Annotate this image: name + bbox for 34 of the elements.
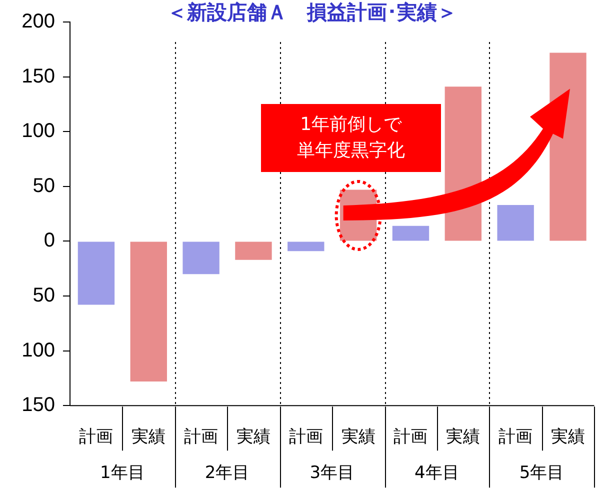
y-tick-label: 150 (22, 394, 55, 416)
x-tick-label: 計画 (394, 427, 428, 448)
text: 2年目 (204, 463, 250, 484)
y-tick-label: 50 (32, 284, 55, 307)
text: 5年目 (519, 463, 564, 484)
y-tick-label: 100 (22, 339, 55, 362)
y-tick-label: 200 (22, 10, 55, 33)
text: 4年目 (414, 463, 460, 484)
x-tick-label: 実績 (236, 427, 270, 448)
bar (130, 242, 167, 382)
y-tick-label: 0 (44, 230, 55, 252)
x-tick-label: 計画 (79, 427, 114, 448)
x-tick-label: 計画 (288, 427, 323, 448)
bar (78, 242, 115, 305)
x-tick-label: 計画 (498, 427, 533, 448)
bar (288, 242, 324, 252)
bar (550, 52, 586, 241)
text: 1年目 (100, 463, 145, 484)
bar (497, 205, 534, 241)
y-tick-label: 150 (22, 65, 55, 88)
text: 3年目 (310, 463, 355, 484)
bar (182, 242, 220, 274)
x-tick-label: 実績 (446, 427, 480, 448)
y-tick-label: 100 (22, 120, 55, 142)
x-tick-label: 実績 (341, 427, 376, 448)
callout-box: 1年前倒しで単年度黒字化 (260, 104, 441, 172)
annotation: 1年前倒しで単年度黒字化 (296, 113, 406, 164)
chart-title: ＜新設店舗Ａ 損益計画･実績＞ (167, 0, 458, 24)
y-tick-label: 50 (32, 174, 55, 197)
x-tick-label: 実績 (551, 427, 585, 448)
bar (235, 242, 272, 260)
x-tick-label: 実績 (132, 427, 166, 448)
x-tick-label: 計画 (184, 427, 218, 448)
bar (392, 226, 430, 241)
